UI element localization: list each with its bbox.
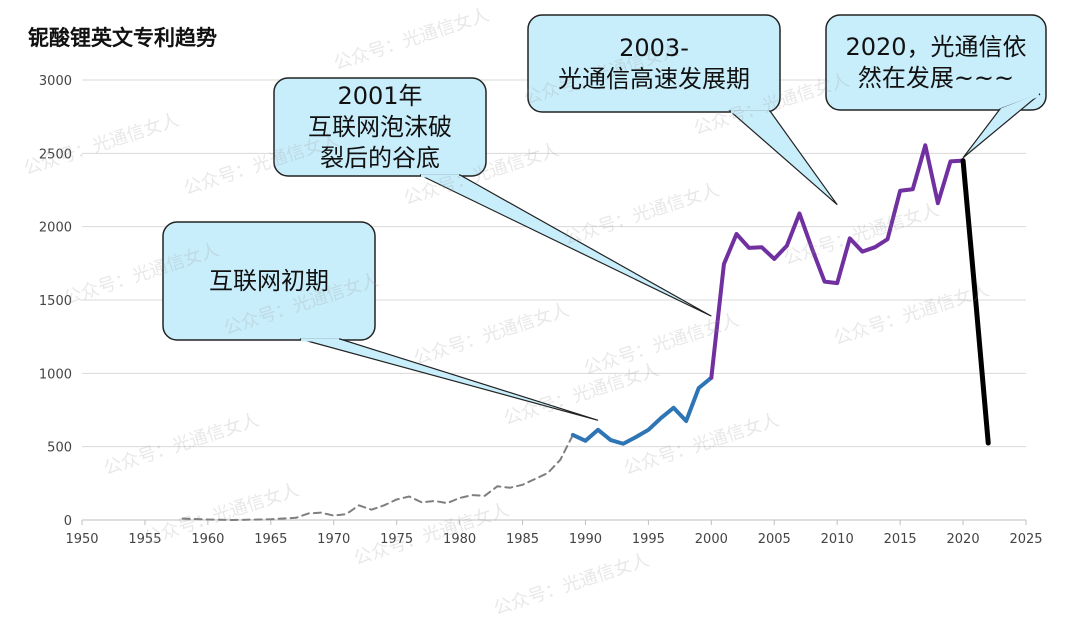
callout-joint	[1000, 93, 1040, 112]
callout-pointer	[299, 338, 599, 421]
callout-text: 2020，光通信依 然在发展~~~	[845, 32, 1027, 92]
x-tick-label: 1995	[632, 532, 665, 547]
x-tick-label: 2000	[695, 532, 728, 547]
x-tick-label: 1960	[191, 532, 224, 547]
series-line-early	[181, 433, 574, 521]
x-tick-label: 1980	[443, 532, 476, 547]
callout-pointer	[728, 110, 838, 206]
x-tick-label: 1970	[317, 532, 350, 547]
patent-trend-chart: 0 500 1000 1500 2000 2500 3000 1950 1955 1960 1965…	[39, 14, 1047, 547]
y-tick-label: 2000	[39, 221, 72, 236]
callout-text: 互联网初期	[209, 266, 329, 295]
y-tick-label: 1500	[39, 294, 72, 309]
x-tick-label: 1975	[380, 532, 413, 547]
callout-box	[825, 14, 1047, 111]
series-line-recent	[960, 158, 991, 446]
callout-box	[273, 77, 487, 177]
x-tick-label: 1955	[128, 532, 161, 547]
callout-box	[162, 221, 376, 341]
y-tick-label: 1000	[39, 367, 72, 382]
y-tick-label: 500	[47, 441, 72, 456]
x-tick-label: 2025	[1009, 532, 1042, 547]
x-tick-label: 2020	[947, 532, 980, 547]
x-tick-label: 2015	[884, 532, 917, 547]
series-line-optical-growth	[709, 143, 966, 380]
callout-pointer	[419, 174, 712, 317]
callout-box	[527, 14, 781, 113]
x-tick-label: 1965	[254, 532, 287, 547]
x-tick-label: 2010	[821, 532, 854, 547]
callout-text: 2001年 互联网泡沫破 裂后的谷底	[308, 81, 452, 172]
y-tick-label: 2500	[39, 147, 72, 162]
y-tick-label: 0	[64, 514, 72, 529]
chart-title: 铌酸锂英文专利趋势	[28, 26, 217, 50]
y-tick-label: 3000	[39, 74, 72, 89]
x-tick-label: 1990	[569, 532, 602, 547]
series-line-internet-early	[570, 375, 714, 446]
x-tick-label: 1985	[506, 532, 539, 547]
x-tick-label: 2005	[758, 532, 791, 547]
x-tick-label: 1950	[65, 532, 98, 547]
callout-text: 2003- 光通信高速发展期	[558, 33, 750, 93]
